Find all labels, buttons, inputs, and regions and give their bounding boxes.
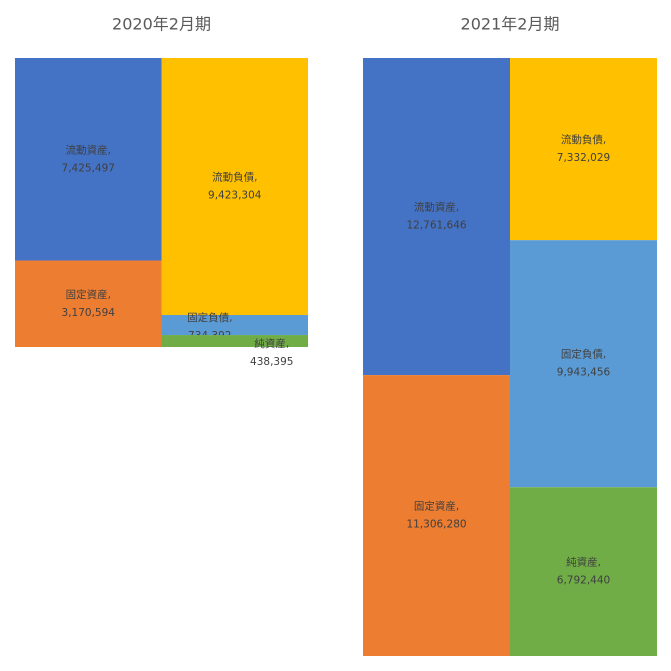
segment-value: 7,332,029 — [557, 152, 610, 164]
segment-value: 11,306,280 — [406, 519, 466, 531]
segment-value: 7,425,497 — [62, 162, 115, 174]
segment-name: 流動負債, — [561, 133, 606, 146]
chart-title: 2021年2月期 — [461, 15, 560, 34]
segment — [363, 58, 510, 376]
segment — [15, 58, 162, 261]
segment-value: 9,423,304 — [208, 190, 262, 202]
segment-value: 12,761,646 — [406, 220, 466, 232]
segment — [161, 335, 308, 347]
segment-value: 3,170,594 — [62, 307, 116, 319]
segment-name: 固定負債, — [561, 348, 606, 361]
segment — [510, 240, 657, 488]
segment-name: 純資産, — [254, 337, 289, 350]
chart-title: 2020年2月期 — [112, 15, 211, 34]
segment-name: 流動資産, — [414, 201, 459, 214]
segment — [161, 58, 308, 316]
segment-name: 流動負債, — [212, 171, 257, 184]
segment — [510, 58, 657, 241]
segment-name: 固定資産, — [66, 288, 111, 301]
segment-value: 6,792,440 — [557, 575, 610, 587]
segment — [363, 375, 510, 656]
segment-value: 9,943,456 — [557, 367, 611, 379]
segment-name: 固定資産, — [414, 500, 459, 513]
segment — [15, 260, 162, 347]
segment-name: 固定負債, — [187, 311, 232, 324]
segment-value: 438,395 — [250, 356, 293, 368]
segment — [510, 487, 657, 656]
segment-name: 純資産, — [566, 556, 601, 569]
segment-name: 流動資産, — [66, 143, 111, 156]
segment — [161, 315, 308, 336]
